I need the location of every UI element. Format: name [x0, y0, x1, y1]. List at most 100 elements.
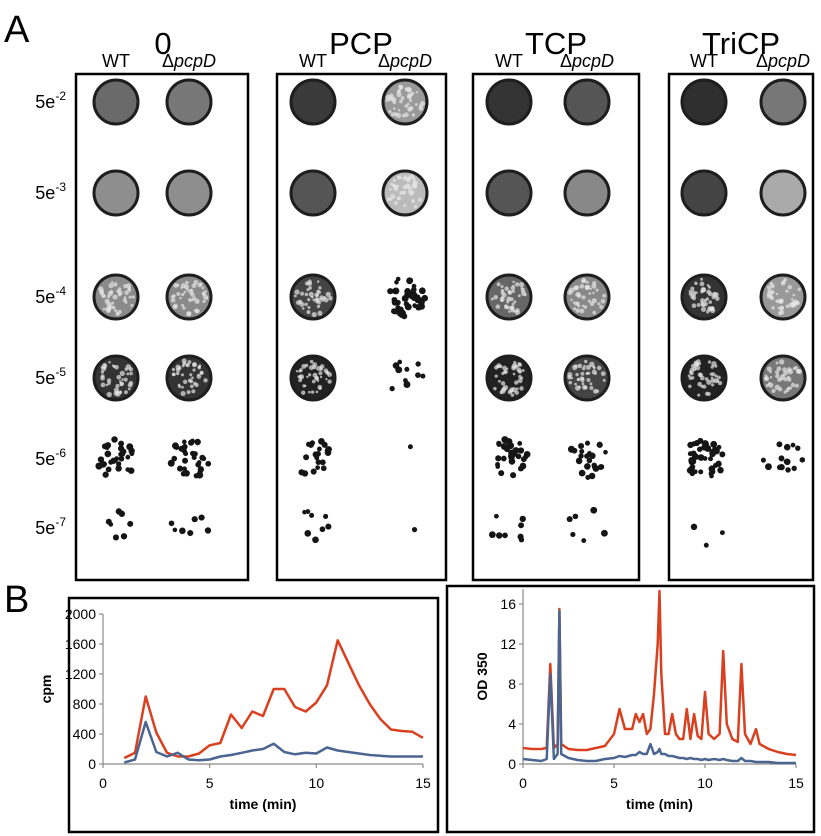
colony [688, 457, 696, 464]
spot-texture [418, 105, 424, 111]
spot-texture [306, 309, 311, 315]
spot-texture [199, 282, 203, 286]
colony [488, 531, 496, 539]
spot-texture [312, 372, 318, 378]
spot-texture [310, 390, 315, 394]
spot-texture [406, 93, 412, 100]
spot-texture [175, 371, 180, 376]
colony [603, 449, 608, 455]
data-line [123, 639, 424, 760]
spot-texture [490, 297, 494, 301]
spot-texture [687, 374, 691, 378]
spot-texture [706, 379, 712, 385]
spot-texture [513, 300, 517, 304]
colony [314, 455, 320, 461]
dilution-exponent: -3 [55, 180, 66, 194]
spot-texture [110, 301, 115, 305]
spot-texture [400, 96, 405, 100]
spot-texture [797, 369, 801, 373]
spot-texture [115, 391, 121, 397]
colony [520, 456, 527, 463]
colony [95, 462, 102, 469]
colony [320, 465, 327, 472]
spot-texture [576, 293, 582, 298]
spot-texture [189, 379, 194, 384]
spot-texture [711, 295, 716, 300]
spot-texture [514, 282, 520, 287]
colony [301, 470, 309, 477]
colony [404, 288, 411, 295]
colony [403, 378, 408, 383]
colony [584, 463, 591, 470]
spot-texture [417, 197, 423, 203]
spot-texture [698, 373, 703, 378]
chart-frame [67, 596, 440, 834]
spot-texture [694, 281, 698, 286]
spot-texture [591, 283, 597, 289]
spot-texture [99, 289, 105, 295]
colony [302, 509, 307, 515]
spot-texture [693, 360, 699, 366]
colony [776, 441, 783, 448]
spot-texture [690, 294, 695, 299]
spot-texture [521, 368, 525, 372]
dilution-label: 5e-4 [35, 284, 66, 307]
colony [398, 311, 406, 319]
y-tick-label: 400 [73, 726, 97, 742]
colony [575, 457, 583, 465]
spot-texture [110, 281, 114, 284]
spot-texture [583, 305, 588, 309]
colony [181, 443, 188, 450]
spot-texture [508, 310, 511, 313]
mutant-prefix: Δ [378, 51, 390, 71]
spot-texture [187, 360, 192, 364]
colony [404, 366, 410, 372]
spot-texture [587, 299, 592, 303]
spot-texture [192, 368, 196, 372]
spot-texture [567, 374, 572, 380]
mutant-prefix: Δ [162, 51, 174, 71]
colony [182, 457, 189, 464]
colony [182, 466, 187, 472]
spot-texture [567, 289, 573, 296]
colony [572, 513, 579, 520]
spot-texture [785, 304, 790, 309]
spot-texture [771, 290, 775, 294]
colony [305, 441, 312, 447]
spot-texture [180, 391, 186, 397]
spot-texture [517, 378, 523, 384]
spot-texture [182, 306, 186, 310]
colony [397, 359, 403, 365]
condition-title: TriCP [702, 26, 780, 61]
spot-texture [408, 98, 412, 103]
colony [325, 523, 332, 530]
spot-texture [205, 296, 209, 300]
spot-texture [788, 386, 792, 390]
colony [104, 450, 112, 458]
spot-texture [502, 365, 507, 371]
y-tick-label: 1200 [65, 666, 96, 682]
colony [408, 293, 415, 300]
colony [494, 513, 499, 519]
colony [415, 372, 421, 379]
spot-texture [510, 393, 515, 397]
spot-texture [397, 108, 401, 112]
x-tick-label: 5 [206, 775, 214, 791]
y-tick-label: 12 [500, 636, 516, 652]
spot-texture [591, 369, 597, 375]
colony [578, 453, 584, 459]
spot-texture [315, 293, 319, 297]
colony [501, 436, 509, 444]
spot-texture [585, 372, 589, 376]
spot-texture [202, 292, 206, 296]
spot-texture [182, 379, 188, 384]
colony [507, 442, 515, 450]
spot-texture [318, 371, 323, 376]
colony [785, 467, 791, 473]
colony [129, 451, 135, 457]
colony [717, 466, 724, 474]
dilution-base: 5e [35, 368, 55, 388]
spot-texture [172, 304, 178, 310]
dilution-base: 5e [35, 518, 55, 538]
spot-texture [191, 389, 196, 394]
